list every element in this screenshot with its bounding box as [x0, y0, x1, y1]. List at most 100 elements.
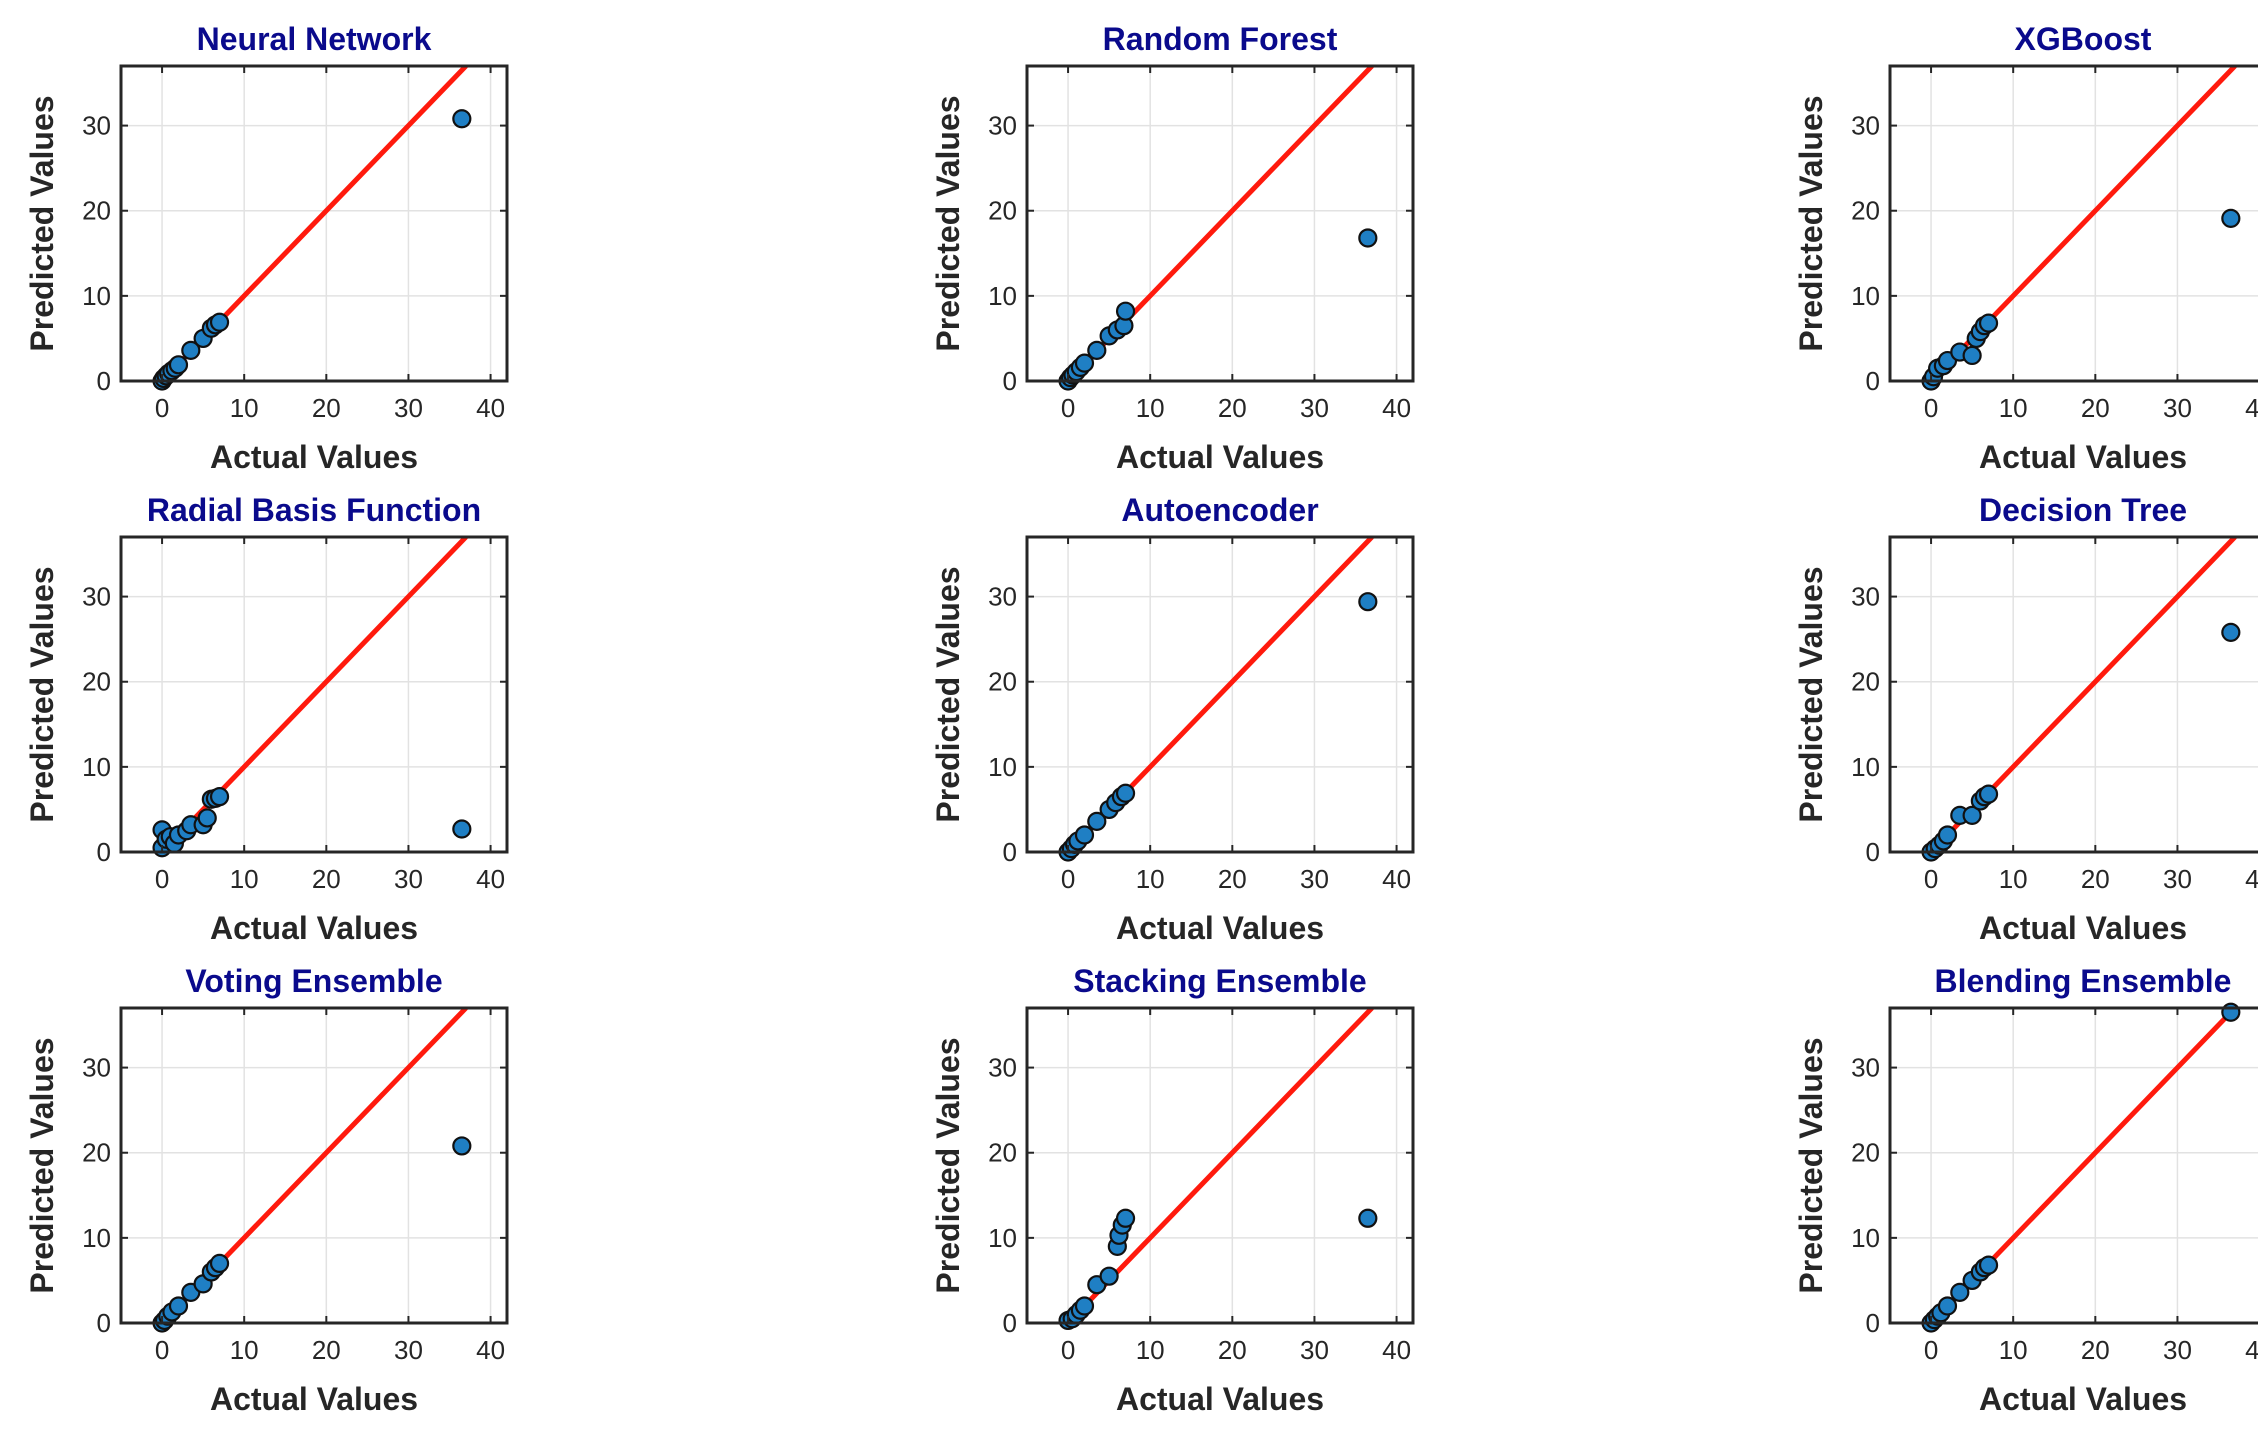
axes-box: [119, 1006, 509, 1325]
x-tick-label: 40: [2245, 864, 2258, 894]
y-axis-label: Predicted Values: [24, 1037, 60, 1293]
x-tick-label: 0: [1061, 1335, 1075, 1365]
panel-title: Autoencoder: [1121, 492, 1318, 528]
y-axis-label: Predicted Values: [930, 95, 966, 351]
x-axis-label: Actual Values: [1979, 910, 2187, 946]
x-tick-label: 20: [1218, 864, 1247, 894]
axes-box: [119, 64, 509, 383]
y-axis-label: Predicted Values: [1793, 1037, 1829, 1293]
x-tick-label: 10: [1136, 864, 1165, 894]
x-tick-label: 0: [1924, 864, 1938, 894]
x-tick-label: 10: [1999, 864, 2028, 894]
x-tick-label: 30: [1300, 1335, 1329, 1365]
y-tick-label: 10: [988, 281, 1017, 311]
y-tick-label: 10: [82, 752, 111, 782]
x-tick-label: 0: [1924, 393, 1938, 423]
y-tick-label: 10: [988, 1223, 1017, 1253]
scatter-panel: 0 10 20 30 40 0 10 20 30 XGBoost Actual Values Pred…: [1793, 21, 2258, 475]
data-point: [209, 787, 230, 807]
x-tick-label: 30: [2163, 1335, 2192, 1365]
x-tick-label: 20: [1218, 393, 1247, 423]
y-tick-label: 30: [1851, 1053, 1880, 1083]
x-tick-label: 10: [230, 393, 259, 423]
x-tick-label: 10: [230, 1335, 259, 1365]
x-tick-label: 10: [1136, 393, 1165, 423]
y-tick-label: 20: [1851, 196, 1880, 226]
panel-title: XGBoost: [2015, 21, 2152, 57]
x-axis-label: Actual Values: [1979, 439, 2187, 475]
axes-box: [1888, 64, 2258, 383]
scatter-panel: 0 10 20 30 40 0 10 20 30 Blending Ensemble Actual …: [1793, 963, 2258, 1417]
data-point: [1937, 825, 1958, 845]
y-tick-label: 30: [82, 111, 111, 141]
x-tick-label: 30: [394, 1335, 423, 1365]
plot-content: [1066, 1008, 1374, 1323]
panel-title: Random Forest: [1103, 21, 1338, 57]
data-point: [1099, 1266, 1119, 1286]
scatter-panel: 0 10 20 30 40 0 10 20 30 Random Forest Actual Valu…: [930, 21, 1415, 475]
data-point: [1950, 1282, 1970, 1302]
y-axis-label: Predicted Values: [24, 95, 60, 351]
x-tick-label: 40: [1382, 393, 1411, 423]
data-point: [168, 1296, 189, 1316]
y-tick-label: 30: [1851, 111, 1880, 141]
x-tick-label: 10: [1999, 1335, 2028, 1365]
data-point: [1962, 805, 1982, 825]
x-tick-label: 0: [1061, 393, 1075, 423]
x-tick-label: 40: [2245, 1335, 2258, 1365]
reference-line-y-equals-x: [1066, 1008, 1374, 1323]
x-axis-label: Actual Values: [1116, 439, 1324, 475]
x-tick-label: 10: [1999, 393, 2028, 423]
x-axis-label: Actual Values: [210, 1381, 418, 1417]
scatter-panel: 0 10 20 30 40 0 10 20 30 Autoencoder Actual Values…: [930, 492, 1415, 946]
data-point: [1074, 825, 1095, 845]
data-point: [1087, 811, 1107, 831]
x-axis-label: Actual Values: [210, 439, 418, 475]
x-tick-label: 40: [476, 393, 505, 423]
y-tick-label: 0: [97, 1308, 111, 1338]
x-tick-label: 30: [394, 864, 423, 894]
x-tick-label: 20: [2081, 393, 2110, 423]
y-tick-label: 0: [1003, 366, 1017, 396]
x-tick-label: 40: [476, 1335, 505, 1365]
x-tick-label: 10: [230, 864, 259, 894]
scatter-panel: 0 10 20 30 40 0 10 20 30 Stacking Ensemble Actual …: [930, 963, 1415, 1417]
x-tick-label: 40: [1382, 1335, 1411, 1365]
data-point: [209, 312, 230, 332]
y-tick-label: 10: [1851, 281, 1880, 311]
x-tick-label: 0: [155, 393, 169, 423]
y-axis-label: Predicted Values: [24, 566, 60, 822]
x-tick-label: 40: [476, 864, 505, 894]
y-tick-label: 0: [97, 837, 111, 867]
y-tick-label: 20: [82, 1138, 111, 1168]
x-tick-label: 30: [1300, 864, 1329, 894]
x-tick-label: 40: [2245, 393, 2258, 423]
panel-title: Decision Tree: [1979, 492, 2187, 528]
scatter-panel: 0 10 20 30 40 0 10 20 30 Decision Tree Actual Valu…: [1793, 492, 2258, 946]
axes-box: [1025, 535, 1415, 854]
y-tick-label: 10: [82, 1223, 111, 1253]
data-point: [2221, 1002, 2241, 1022]
panel-title: Radial Basis Function: [147, 492, 481, 528]
y-tick-label: 30: [82, 1053, 111, 1083]
x-axis-label: Actual Values: [1116, 910, 1324, 946]
x-tick-label: 20: [312, 393, 341, 423]
data-point: [1358, 228, 1378, 248]
y-tick-label: 20: [1851, 667, 1880, 697]
y-tick-label: 20: [988, 667, 1017, 697]
data-point: [1358, 1208, 1378, 1228]
data-point: [2221, 208, 2241, 228]
scatter-panel: 0 10 20 30 40 0 10 20 30 Voting Ensemble Actual Va…: [24, 963, 509, 1417]
panel-title: Neural Network: [197, 21, 432, 57]
y-tick-label: 30: [1851, 582, 1880, 612]
y-tick-label: 0: [1866, 366, 1880, 396]
panel-title: Voting Ensemble: [185, 963, 442, 999]
data-point: [197, 808, 217, 828]
scatter-panel: 0 10 20 30 40 0 10 20 30 Neural Network Actual Val…: [24, 21, 509, 475]
plot-background: [1890, 66, 2258, 381]
data-point: [1115, 783, 1136, 803]
y-tick-label: 0: [1866, 837, 1880, 867]
x-tick-label: 0: [155, 864, 169, 894]
x-tick-label: 30: [394, 393, 423, 423]
